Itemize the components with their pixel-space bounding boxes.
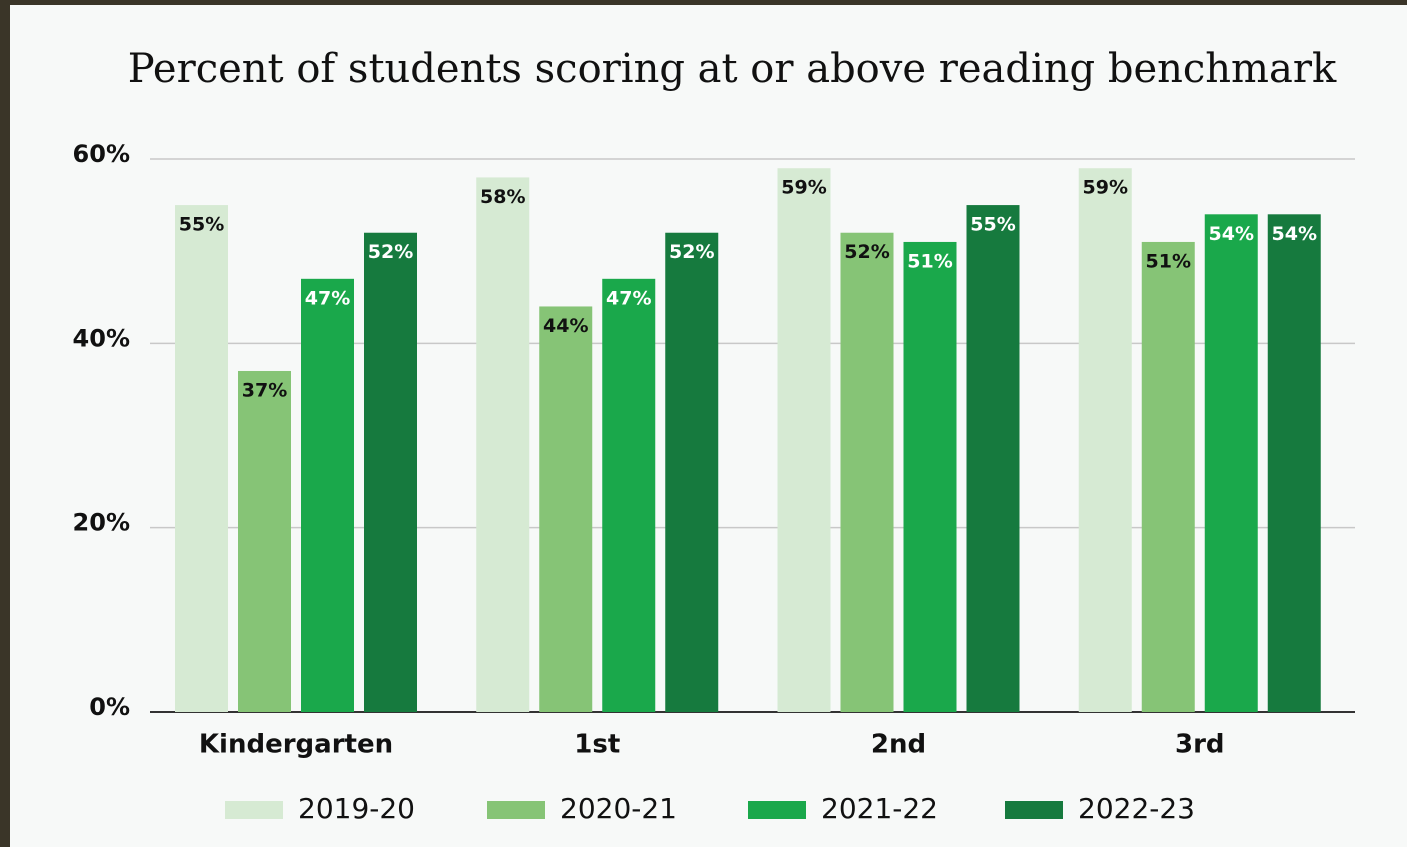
value-label: 54% [1209,223,1254,245]
value-label: 52% [669,241,714,263]
x-tick-label: Kindergarten [199,730,393,760]
value-label: 55% [970,214,1015,236]
bar [476,177,530,712]
bar [903,241,957,712]
bar [301,278,354,712]
value-label: 55% [179,214,224,236]
bar [1141,241,1195,712]
legend-swatch [225,801,283,819]
bar [238,370,291,712]
value-label: 54% [1272,223,1317,245]
bar [665,232,719,712]
value-label: 47% [606,287,651,309]
value-label: 37% [242,379,287,401]
x-tick-label: 3rd [1175,730,1225,760]
y-tick-label: 0% [89,693,130,721]
bar [1204,214,1258,713]
bar [602,278,656,712]
value-label: 51% [1146,250,1191,272]
chart-title: Percent of students scoring at or above … [128,46,1337,92]
bar [840,232,894,712]
value-label: 58% [480,186,525,208]
x-tick-label: 2nd [871,730,926,760]
value-label: 59% [781,177,826,199]
legend-label: 2019-20 [298,792,415,825]
legend-label: 2021-22 [821,792,938,825]
legend-label: 2022-23 [1078,792,1195,825]
bar [539,306,593,712]
bar [1267,214,1321,713]
bar [175,205,228,713]
value-label: 52% [368,241,413,263]
bar [1078,168,1132,712]
y-tick-label: 20% [73,509,130,537]
y-tick-label: 40% [73,324,130,352]
bar [966,205,1020,713]
value-label: 44% [543,315,588,337]
legend-swatch [1005,801,1063,819]
y-tick-label: 60% [73,140,130,168]
value-label: 51% [907,250,952,272]
bar [777,168,831,712]
bar [364,232,417,712]
value-label: 52% [844,241,889,263]
value-label: 59% [1083,177,1128,199]
legend-label: 2020-21 [560,792,677,825]
value-label: 47% [305,287,350,309]
legend-swatch [748,801,806,819]
x-tick-label: 1st [574,730,620,760]
legend-swatch [487,801,545,819]
